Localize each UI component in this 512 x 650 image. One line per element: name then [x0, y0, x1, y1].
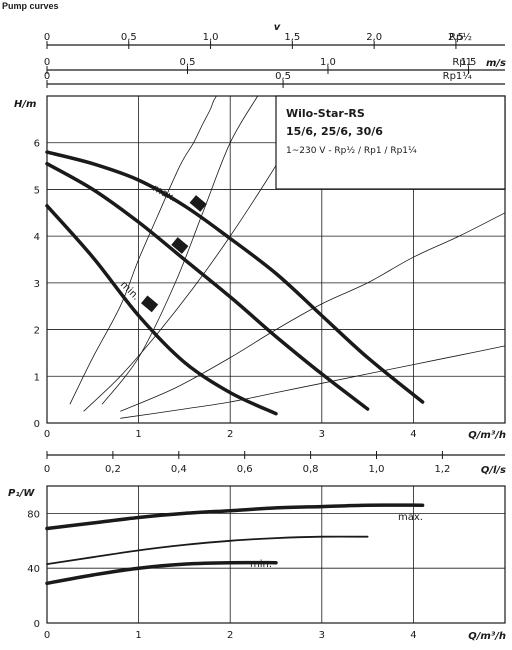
head-y-tick-label: 3: [34, 279, 40, 290]
velocity-axis-pipe-label: Rp1¼: [443, 70, 473, 82]
power-curve: [45, 560, 278, 586]
speed-selector-marker: [141, 295, 159, 313]
velocity-tick-label: 1,0: [320, 57, 336, 68]
page-title: Pump curves: [2, 1, 59, 11]
head-y-tick-label: 6: [34, 139, 40, 150]
legend-description: 1~230 V - Rp½ / Rp1 / Rp1¼: [286, 146, 417, 156]
velocity-tick-label: 1,5: [284, 32, 300, 43]
flow-lps-axis-title: Q/l/s: [481, 465, 506, 476]
legend-title: Wilo-Star-RS: [286, 107, 365, 120]
flow-lps-tick-label: 0: [44, 464, 50, 475]
flow-lps-tick-label: 1,0: [369, 464, 385, 475]
head-y-tick-label: 1: [34, 372, 40, 383]
flow-lps-tick-label: 0,8: [303, 464, 319, 475]
velocity-tick-label: 2,0: [366, 32, 382, 43]
power-y-tick-label: 80: [27, 509, 40, 520]
pump-head-curve: [45, 150, 425, 404]
head-x-axis-title: Q/m³/h: [468, 430, 506, 441]
velocity-axis-pipe-label: Rp1: [452, 57, 472, 68]
power-x-tick-label: 0: [44, 630, 50, 641]
velocity-tick-label: 0,5: [121, 32, 137, 43]
head-x-tick-label: 4: [410, 429, 416, 440]
power-x-axis-title: Q/m³/h: [468, 631, 506, 642]
power-y-tick-label: 40: [27, 564, 40, 575]
velocity-axis-pipe-label: Rp½: [449, 31, 472, 43]
power-x-tick-label: 2: [227, 630, 233, 641]
power-x-tick-label: 4: [410, 630, 416, 641]
velocity-tick-label: 0,5: [275, 71, 291, 82]
head-x-tick-label: 0: [44, 429, 50, 440]
pump-head-curve: [45, 161, 370, 411]
velocity-tick-label: 2,5: [448, 32, 464, 43]
power-curve: [45, 503, 425, 531]
head-y-tick-label: 2: [34, 326, 40, 337]
power-x-tick-label: 1: [135, 630, 141, 641]
power-x-tick-label: 3: [319, 630, 325, 641]
power-max-label: max.: [398, 512, 423, 523]
system-curve: [120, 212, 506, 412]
flow-lps-tick-label: 1,2: [434, 464, 450, 475]
power-y-tick-label: 0: [34, 619, 40, 630]
system-curve: [69, 95, 217, 405]
power-curve: [46, 535, 369, 565]
velocity-axis-title: v: [274, 22, 281, 33]
velocity-tick-label: 1,0: [203, 32, 219, 43]
legend-box: [275, 95, 506, 190]
head-x-tick-label: 3: [319, 429, 325, 440]
power-min-label: min.: [250, 559, 272, 570]
legend-subtitle: 15/6, 25/6, 30/6: [286, 125, 383, 138]
flow-lps-tick-label: 0,4: [171, 464, 187, 475]
head-x-tick-label: 2: [227, 429, 233, 440]
system-curve: [120, 345, 506, 419]
head-x-tick-label: 1: [135, 429, 141, 440]
velocity-tick-label: 0: [44, 71, 50, 82]
velocity-tick-label: 0: [44, 57, 50, 68]
power-chart: [45, 485, 506, 624]
power-chart-frame: [46, 485, 506, 624]
pump-head-curve: [45, 204, 278, 416]
flow-lps-tick-label: 0,6: [237, 464, 253, 475]
velocity-tick-label: 0: [44, 32, 50, 43]
head-chart: [45, 95, 506, 424]
velocity-tick-label: 0,5: [180, 57, 196, 68]
flow-lps-tick-label: 0,2: [105, 464, 121, 475]
power-y-axis-title: P₁/W: [8, 488, 35, 499]
velocity-tick-label: 1,5: [461, 57, 477, 68]
head-y-axis-title: H/m: [14, 99, 36, 110]
speed-selector-marker: [171, 237, 189, 254]
speed-selector-marker: [189, 195, 207, 212]
head-y-tick-label: 5: [34, 185, 40, 196]
system-curve: [101, 95, 259, 405]
velocity-axis-unit: m/s: [486, 58, 506, 69]
head-y-tick-label: 4: [34, 232, 40, 243]
head-y-tick-label: 0: [34, 419, 40, 430]
